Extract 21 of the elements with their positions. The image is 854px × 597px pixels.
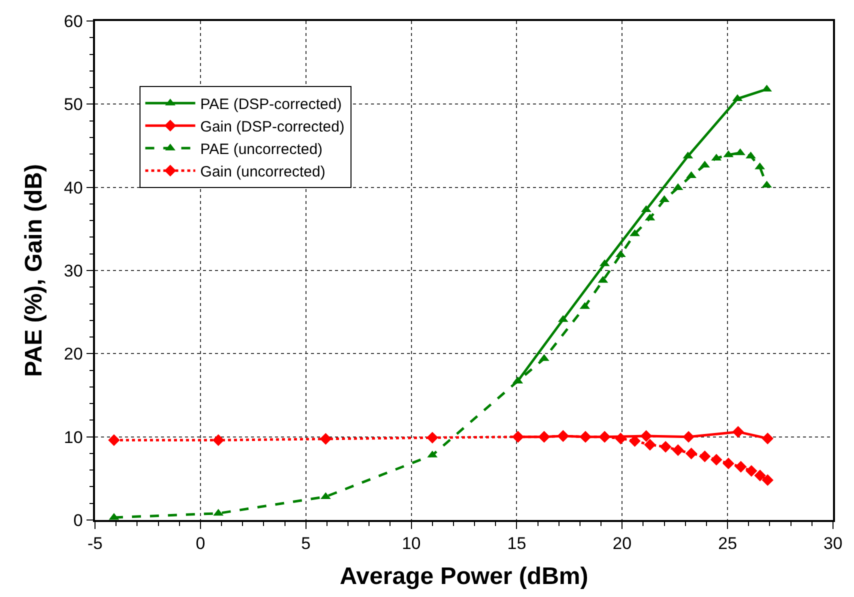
x-tick-label: 30 [824, 534, 842, 554]
x-tick-label: 10 [402, 534, 421, 554]
x-tick-label: 15 [507, 534, 526, 554]
legend-label: PAE (DSP-corrected) [200, 96, 342, 113]
x-axis-title: Average Power (dBm) [340, 562, 588, 590]
y-tick-label: 30 [64, 261, 83, 280]
y-tick-label: 10 [64, 428, 83, 447]
x-tick-label: 20 [612, 534, 632, 554]
y-tick-label: 40 [64, 178, 83, 198]
y-axis-title: PAE (%), Gain (dB) [20, 164, 48, 377]
legend-label: Gain (uncorrected) [200, 163, 326, 180]
legend-label: Gain (DSP-corrected) [200, 118, 344, 136]
y-tick-label: 0 [73, 510, 83, 530]
x-tick-label: 25 [718, 534, 738, 554]
x-tick-label: 0 [196, 534, 206, 554]
legend-label: PAE (uncorrected) [200, 140, 323, 158]
y-tick-label: 20 [64, 344, 83, 364]
x-tick-label: -5 [87, 534, 103, 554]
x-tick-label: 5 [301, 534, 311, 554]
y-tick-label: 50 [64, 95, 83, 114]
y-tick-label: 60 [64, 12, 83, 31]
